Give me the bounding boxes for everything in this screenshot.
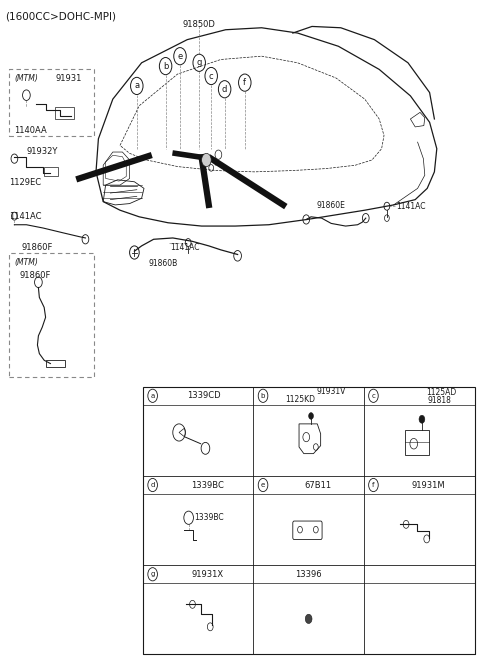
Text: e: e [178, 52, 182, 61]
Text: c: c [209, 71, 214, 81]
Text: g: g [150, 571, 155, 577]
Text: 91860E: 91860E [317, 200, 346, 210]
Text: a: a [134, 81, 139, 91]
Text: c: c [372, 393, 375, 399]
Circle shape [309, 412, 313, 419]
Text: 91850D: 91850D [183, 20, 216, 29]
Text: 1141AC: 1141AC [396, 202, 425, 211]
Circle shape [202, 153, 211, 167]
Text: 1339BC: 1339BC [194, 513, 224, 522]
Bar [55, 107, 74, 119]
Text: f: f [243, 78, 246, 87]
Text: 1141AC: 1141AC [9, 212, 41, 221]
Text: d: d [150, 482, 155, 488]
Text: (1600CC>DOHC-MPI): (1600CC>DOHC-MPI) [5, 12, 116, 22]
Text: 1141AC: 1141AC [170, 243, 200, 252]
Text: 91931V: 91931V [316, 387, 346, 397]
Text: g: g [196, 58, 202, 67]
Text: b: b [261, 393, 265, 399]
Text: 91931X: 91931X [191, 570, 223, 579]
Circle shape [419, 415, 425, 423]
Text: 91860F: 91860F [19, 271, 50, 280]
Text: (MTM): (MTM) [14, 258, 38, 267]
Text: 1125AD: 1125AD [427, 388, 457, 397]
Text: 91932Y: 91932Y [26, 147, 58, 156]
Text: b: b [163, 61, 168, 71]
Bar [405, 430, 429, 455]
Text: 1140AA: 1140AA [14, 126, 47, 135]
Bar [44, 167, 58, 176]
Text: 91818: 91818 [428, 396, 452, 405]
Bar [9, 253, 94, 377]
Text: 13396: 13396 [295, 570, 322, 579]
Text: f: f [372, 482, 375, 488]
Text: 1339CD: 1339CD [187, 391, 221, 401]
Text: 91860F: 91860F [22, 243, 53, 253]
Bar [9, 69, 94, 136]
Text: 91860B: 91860B [149, 259, 178, 268]
Text: 91931: 91931 [55, 74, 82, 83]
Text: 67B11: 67B11 [304, 481, 331, 490]
Circle shape [305, 614, 312, 623]
Text: 1125KD: 1125KD [285, 395, 315, 405]
Text: (MTM): (MTM) [14, 74, 38, 83]
Text: d: d [222, 85, 228, 94]
Text: e: e [261, 482, 265, 488]
Text: 1339BC: 1339BC [191, 481, 224, 490]
Text: a: a [151, 393, 155, 399]
Text: 91931M: 91931M [412, 481, 445, 490]
Bar [143, 387, 475, 654]
Text: 1129EC: 1129EC [9, 178, 41, 188]
